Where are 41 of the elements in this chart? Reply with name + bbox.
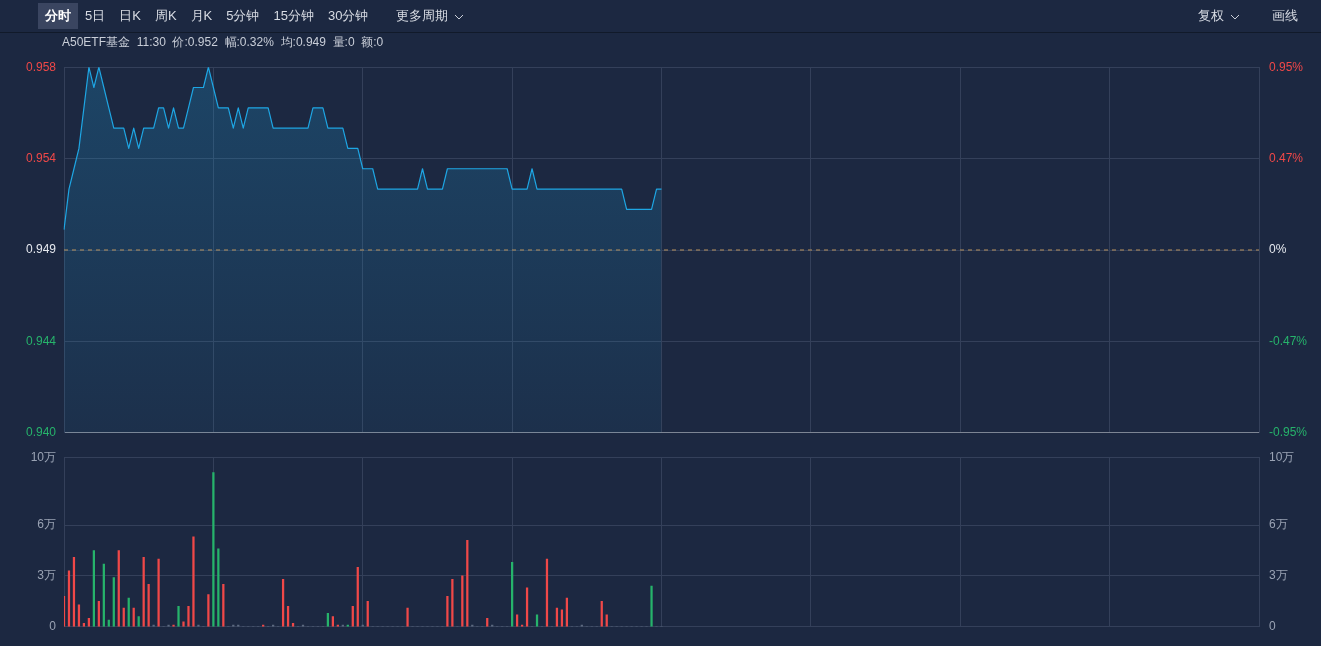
y2-tick-label: 0% — [1269, 242, 1287, 257]
y-tick-label: 0.944 — [25, 333, 57, 348]
bar — [157, 558, 160, 627]
text: 日K — [118, 7, 142, 25]
y2-tick-label: 6万 — [1269, 517, 1288, 532]
bar — [212, 472, 215, 627]
y-tick-label: 10万 — [30, 449, 56, 464]
bar — [187, 606, 190, 627]
text: 30分钟 — [326, 7, 370, 25]
bar — [650, 585, 653, 627]
y2-tick-label: 3万 — [1269, 568, 1288, 583]
y-tick-label: 0.954 — [25, 150, 57, 165]
y2-tick-label: 0.95% — [1269, 59, 1304, 74]
y2-tick-label: 0.47% — [1269, 150, 1304, 165]
bar — [192, 536, 195, 627]
text: 周K — [153, 7, 178, 25]
text: 月K — [189, 7, 214, 25]
text: 画线 — [1271, 7, 1299, 25]
bar — [177, 606, 180, 627]
bar — [406, 607, 409, 627]
text: 更多周期 — [395, 7, 450, 25]
y2-tick-label: -0.95% — [1269, 425, 1308, 440]
bar — [451, 578, 454, 627]
y2-tick-label: 10万 — [1269, 449, 1295, 464]
y-tick-label: 3万 — [37, 568, 56, 583]
bar — [446, 595, 449, 627]
y2-tick-label: -0.47% — [1269, 333, 1308, 348]
text: 15分钟 — [272, 7, 315, 25]
text: 分时 — [38, 3, 78, 29]
text: 5日 — [84, 7, 107, 25]
y-tick-label: 0.940 — [25, 425, 57, 440]
y-tick-label: 0 — [49, 619, 57, 634]
y2-tick-label: 0 — [1269, 619, 1276, 634]
y-tick-label: 6万 — [37, 517, 56, 532]
text: 复权 — [1197, 7, 1225, 25]
text: 5分钟 — [225, 7, 261, 25]
y-tick-label: 0.958 — [25, 59, 57, 74]
bar — [182, 621, 185, 627]
chart-subtitle: A50ETF基金 11:30 价:0.952 幅:0.32% 均:0.949 量:0 额:0 — [62, 34, 384, 51]
bar — [207, 594, 210, 627]
y-tick-label: 0.949 — [25, 242, 57, 257]
